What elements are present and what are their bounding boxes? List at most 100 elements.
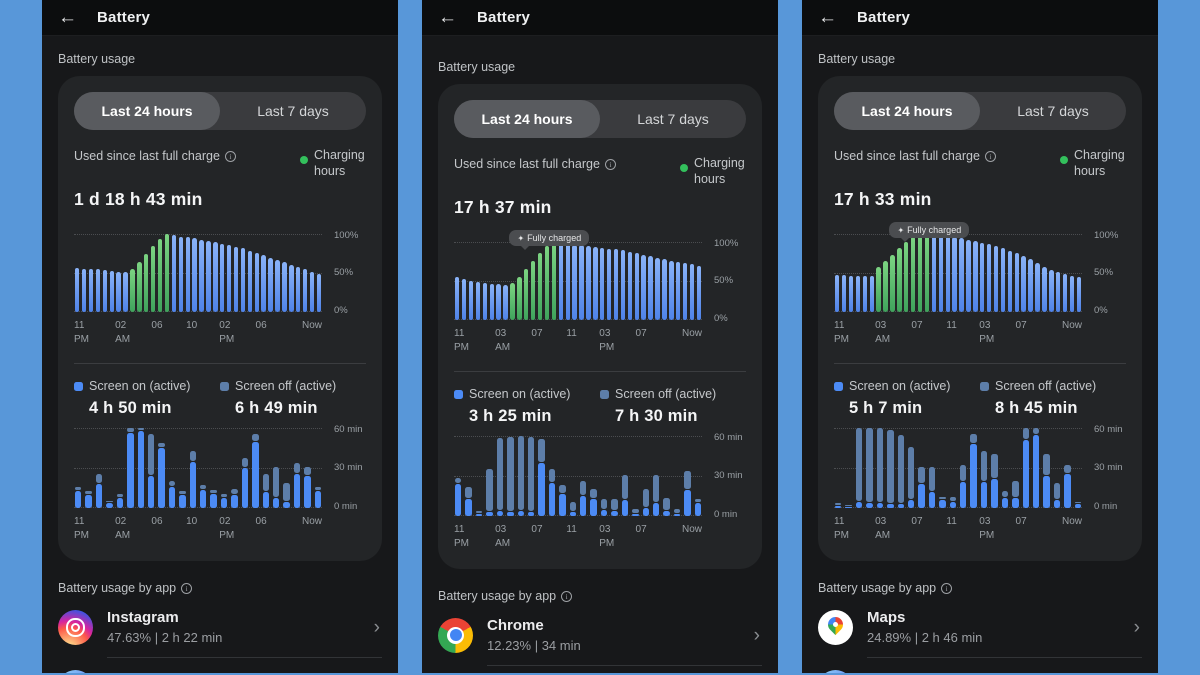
screen-off-label: Screen off (active) [235,379,337,394]
app-row[interactable]: Instagram 47.63% | 2 h 22 min › [58,597,382,657]
charging-dot-icon [680,164,688,172]
app-name: Instagram [107,609,179,627]
screen-on-swatch-icon [454,389,463,399]
tab-last-24-hours[interactable]: Last 24 hours [454,100,600,138]
section-label: Battery usage [438,60,516,74]
battery-bars [454,242,702,321]
charging-dot-icon [1060,156,1068,164]
used-since-label: Used since last full charge [454,157,600,171]
usage-header-row: Used since last full charge Charging hou… [834,148,1126,179]
pokemon-tcgp-icon [818,670,853,673]
info-icon[interactable] [224,150,236,162]
screen-on-label: Screen on (active) [469,387,571,402]
battery-level-chart: Fully charged 100%50%0% 11PM03AM071103PM… [834,222,1126,347]
info-icon[interactable] [984,150,996,162]
app-row[interactable]: Pokémon TCGP › [818,658,1142,673]
used-since-label: Used since last full charge [74,149,220,163]
pokemon-tcgp-icon [58,670,93,673]
x-axis-labels: 11 PM 03 AM 07 11 03 PM 07 Now [454,524,702,549]
screen-on-swatch-icon [834,381,843,391]
divider [834,363,1126,365]
screen-time-chart: 60 min 30 min 0 min 11 PM 03 AM 07 11 03 PM 07 Now [834,424,1126,543]
info-icon[interactable] [941,582,953,594]
divider [74,363,366,365]
phone-screenshot-3: ← Battery Battery usage Last 24 hours La… [802,0,1158,673]
section-label: Battery usage [818,52,896,66]
charging-hours-legend: Charging hours [1060,148,1126,179]
app-row[interactable]: Maps 24.89% | 2 h 46 min › [818,597,1142,657]
fully-charged-badge: Fully charged [889,222,970,243]
screen-on-value: 5 h 7 min [849,399,923,418]
page-title: Battery [477,9,531,26]
apps-section-label: Battery usage by app [58,581,177,596]
time-range-tabs: Last 24 hours Last 7 days [454,100,746,138]
charging-legend-label: Charging hours [1074,148,1125,178]
content: Battery usage Last 24 hours Last 7 days … [802,36,1158,673]
usage-header-row: Used since last full charge Charging hou… [454,156,746,187]
app-bar: ← Battery [42,0,398,36]
info-icon[interactable] [561,590,573,602]
info-icon[interactable] [181,582,193,594]
app-row[interactable]: Pokémon TCGP › [58,658,382,673]
battery-bars [834,234,1082,313]
back-arrow-icon[interactable]: ← [818,7,837,28]
screen-time-chart: 60 min 30 min 0 min 11 PM 03 AM 07 11 03 PM 07 Now [454,432,746,551]
charging-hours-legend: Charging hours [300,148,366,179]
screen-bars [74,428,322,509]
tab-last-7-days[interactable]: Last 7 days [257,103,329,119]
sparkle-icon [517,233,527,243]
back-arrow-icon[interactable]: ← [438,7,457,28]
page-title: Battery [97,9,151,26]
x-axis-labels: 11 PM 03 AM 07 11 03 PM 07 Now [454,328,702,353]
screen-bars [834,428,1082,509]
tab-last-24-hours[interactable]: Last 24 hours [834,92,980,130]
app-name: Chrome [487,617,544,635]
battery-bars [74,234,322,313]
divider [487,665,762,667]
y-axis-labels: 60 min 30 min 0 min [334,424,363,513]
app-bar: ← Battery [422,0,778,36]
used-since-label: Used since last full charge [834,149,980,163]
screen-time-legend: Screen on (active) 3 h 25 min Screen off… [454,387,746,426]
chevron-right-icon: › [373,616,380,638]
y-axis-labels: 60 min 30 min 0 min [714,432,743,521]
battery-usage-card: Last 24 hours Last 7 days Used since las… [438,84,762,570]
sparkle-icon [897,225,907,235]
maps-icon [818,609,853,645]
y-axis-labels: 100% 50% 0% [334,230,359,317]
screen-off-value: 7 h 30 min [615,407,698,426]
tab-last-7-days[interactable]: Last 7 days [1017,103,1089,119]
section-label: Battery usage [58,52,136,66]
screen-on-label: Screen on (active) [89,379,191,394]
charging-legend-label: Charging hours [314,148,365,178]
tab-last-7-days[interactable]: Last 7 days [637,111,709,127]
app-name: Maps [867,609,906,627]
y-axis-labels: 100% 50% 0% [1094,230,1119,317]
page-title: Battery [857,9,911,26]
app-row[interactable]: Chrome 12.23% | 34 min › [438,605,762,665]
phone-screenshot-2: ← Battery Battery usage Last 24 hours La… [422,0,778,673]
info-icon[interactable] [604,158,616,170]
screen-on-value: 4 h 50 min [89,399,172,418]
app-detail: 47.63% | 2 h 22 min [107,630,223,646]
screen-time-chart: 60 min 30 min 0 min 11 PM 02 AM 06 10 02 PM 06 Now [74,424,366,543]
battery-duration: 17 h 37 min [454,197,552,218]
screen-time-legend: Screen on (active) 4 h 50 min Screen off… [74,379,366,418]
screen-off-label: Screen off (active) [615,387,717,402]
chevron-right-icon: › [753,624,760,646]
divider [867,657,1142,659]
app-detail: 24.89% | 2 h 46 min [867,630,983,646]
app-row[interactable]: Fitbit › [438,666,762,673]
back-arrow-icon[interactable]: ← [58,7,77,28]
divider [107,657,382,659]
tab-last-24-hours[interactable]: Last 24 hours [74,92,220,130]
content: Battery usage Last 24 hours Last 7 days … [422,36,778,673]
app-detail: 12.23% | 34 min [487,638,581,654]
time-range-tabs: Last 24 hours Last 7 days [834,92,1126,130]
screen-off-swatch-icon [600,389,609,399]
charging-dot-icon [300,156,308,164]
fully-charged-badge: Fully charged [509,230,590,251]
charging-hours-legend: Charging hours [680,156,746,187]
x-axis-labels: 11 PM 02 AM 06 10 02 PM 06 Now [74,320,322,345]
